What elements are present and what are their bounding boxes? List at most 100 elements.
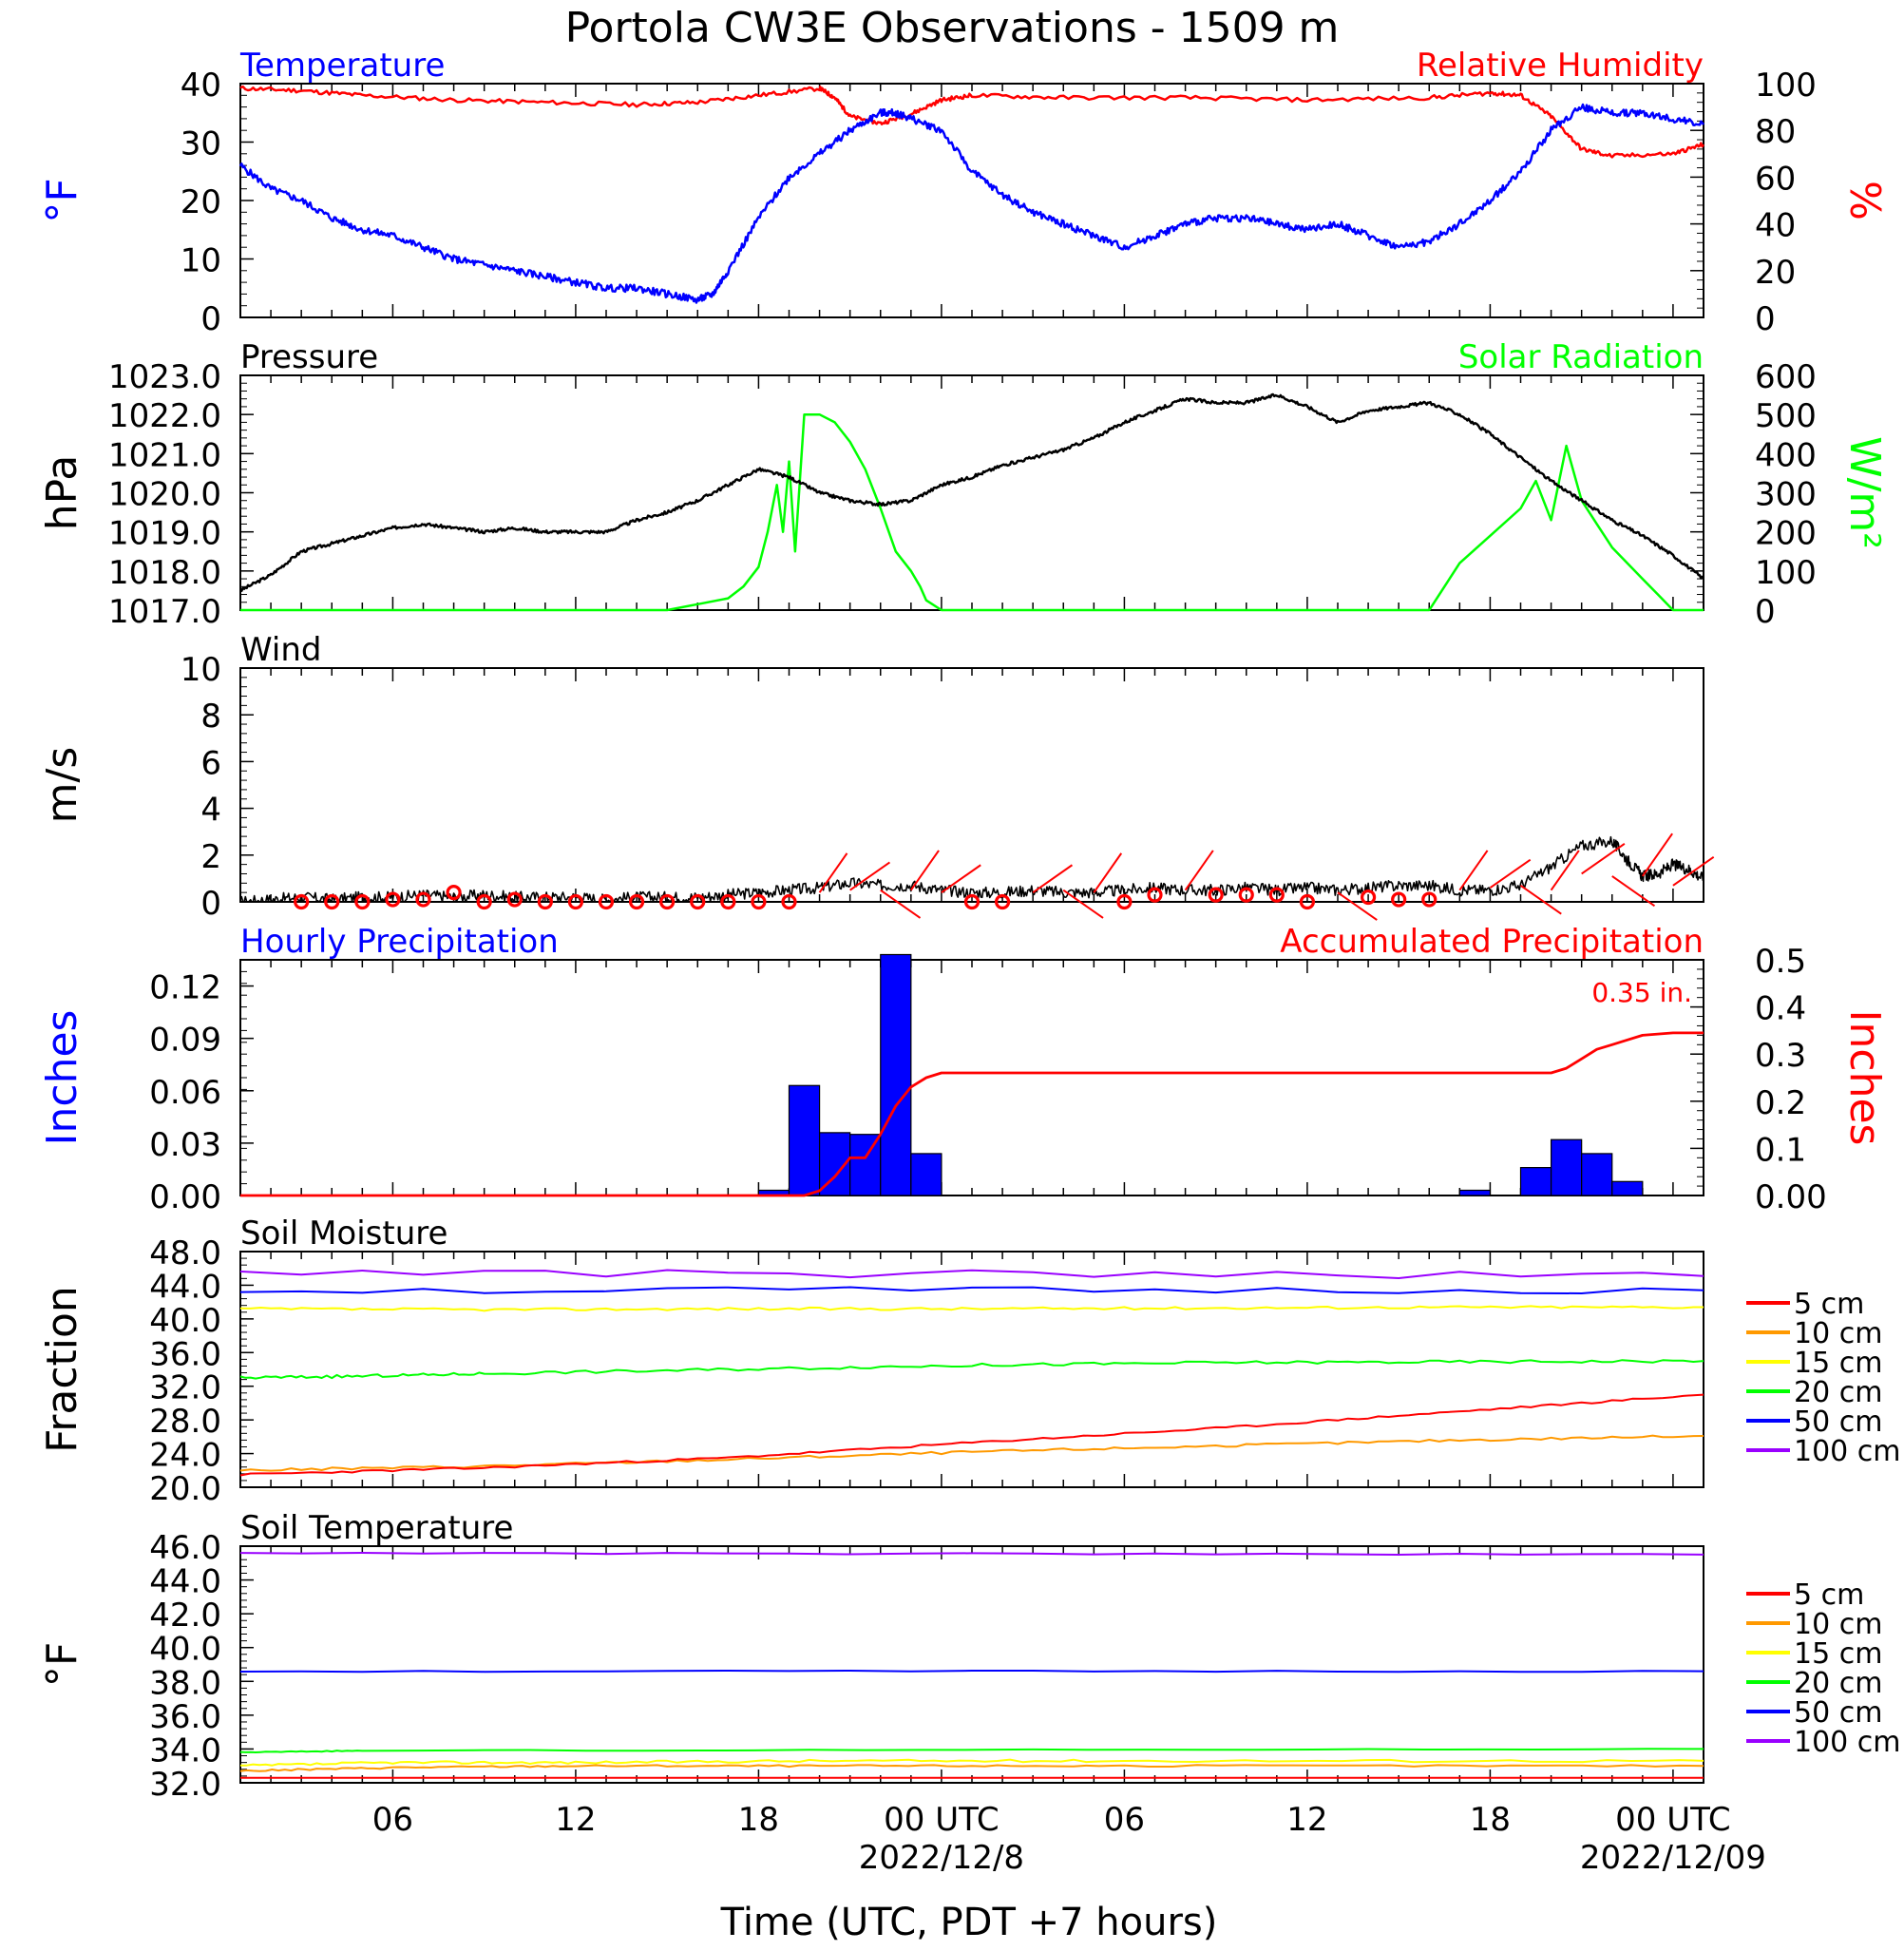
wind-calm-marker [751, 893, 767, 910]
left-y-tick-label: 1021.0 [108, 436, 221, 474]
wind-barb [1093, 852, 1123, 893]
legend-label: 100 cm [1794, 1726, 1901, 1759]
total-precip-label: 0.35 in. [1591, 977, 1692, 1008]
left-y-tick-label: 20 [181, 183, 221, 221]
legend-label: 10 cm [1794, 1608, 1882, 1641]
left-y-tick-label: 24.0 [149, 1437, 221, 1475]
x-tick-label: 06 [1104, 1801, 1145, 1839]
left-y-tick-label: 28.0 [149, 1403, 221, 1441]
soil-series-line [239, 1552, 1704, 1556]
left-y-tick-label: 32.0 [149, 1369, 221, 1407]
right-y-tick-label: 0.1 [1755, 1131, 1806, 1169]
x-tick-label: 06 [372, 1801, 413, 1839]
panel-soil_moisture: 20.024.028.032.036.040.044.048.0 Soil Moi… [38, 1215, 1901, 1508]
left-panel-title: Hourly Precipitation [240, 923, 559, 961]
right-y-tick-label: 100 [1755, 67, 1817, 105]
left-axis-unit: Inches [38, 1010, 86, 1146]
wind-calm-marker [324, 893, 340, 910]
right-axis-unit: Inches [1840, 1010, 1889, 1146]
left-y-tick-label: 0.09 [149, 1022, 221, 1060]
wind-barb [1062, 889, 1104, 919]
left-y-tick-label: 36.0 [149, 1698, 221, 1736]
legend-label: 50 cm [1794, 1406, 1882, 1439]
plot-frame [239, 1545, 1704, 1784]
right-y-tick-label: 0.3 [1755, 1037, 1806, 1075]
left-y-tick-label: 40.0 [149, 1631, 221, 1669]
left-y-tick-label: 0.00 [149, 1178, 221, 1216]
left-y-tick-label: 6 [200, 744, 221, 782]
left-y-tick-label: 0 [200, 885, 221, 923]
wind-barb [818, 852, 848, 893]
wind-calm-marker [1391, 891, 1407, 908]
wind-barb [1550, 850, 1580, 891]
left-panel-title: Temperature [239, 47, 445, 85]
wind-calm-marker [1147, 887, 1163, 903]
plot-frame [239, 83, 1704, 318]
x-tick-label: 12 [1286, 1801, 1327, 1839]
left-y-tick-label: 1022.0 [108, 397, 221, 435]
left-y-tick-label: 48.0 [149, 1234, 221, 1272]
panel-pressure_solar: 1017.01018.01019.01020.01021.01022.01023… [38, 338, 1889, 631]
x-tick-label: 00 UTC [1615, 1801, 1730, 1839]
x-axis-label: Time (UTC, PDT +7 hours) [720, 1901, 1218, 1944]
panel-precip: 0.00 0.03 0.06 0.09 0.12 0.00 0.1 0.2 0.3 0.4 0.5 H… [38, 923, 1889, 1216]
wind-calm-marker [294, 893, 310, 910]
panel-soil_temp: 32.034.036.038.040.042.044.046.0 Soil Tem… [38, 1509, 1901, 1804]
left-y-tick-label: 0.12 [149, 969, 221, 1007]
wind-calm-marker [659, 893, 676, 910]
wind-speed-line [239, 835, 1704, 903]
humidity-line [239, 85, 1705, 159]
left-y-tick-label: 38.0 [149, 1664, 221, 1702]
wind-barb [1337, 891, 1378, 921]
left-y-tick-label: 46.0 [149, 1529, 221, 1567]
left-y-tick-label: 1023.0 [108, 358, 221, 396]
soil-series-line [239, 1434, 1704, 1472]
wind-barb [1458, 850, 1489, 891]
wind-barb [1184, 850, 1214, 891]
wind-calm-marker [537, 893, 553, 910]
wind-barb [1642, 832, 1673, 877]
legend-label: 15 cm [1794, 1637, 1882, 1671]
right-y-tick-label: 0.2 [1755, 1084, 1806, 1122]
left-y-tick-label: 8 [200, 698, 221, 736]
soil-series-line [239, 1269, 1704, 1279]
right-y-tick-label: 100 [1755, 554, 1817, 592]
soil-series-line [239, 1305, 1704, 1312]
wind-calm-marker [1421, 891, 1438, 908]
solar-radiation-line [240, 412, 1704, 612]
wind-barb [849, 861, 891, 891]
wind-calm-marker [1360, 889, 1377, 906]
left-panel-title: Soil Moisture [240, 1215, 447, 1253]
left-y-tick-label: 34.0 [149, 1731, 221, 1769]
panel-wind: 0 2 4 6 8 10 Wind m/s [38, 631, 1715, 923]
left-panel-title: Soil Temperature [240, 1509, 513, 1547]
wind-calm-marker [994, 893, 1011, 910]
left-y-tick-label: 44.0 [149, 1268, 221, 1306]
accumulated-precip-line [240, 1031, 1704, 1197]
left-y-tick-label: 32.0 [149, 1766, 221, 1804]
plot-frame [239, 959, 1704, 1196]
wind-barb [941, 864, 981, 893]
legend-label: 20 cm [1794, 1376, 1882, 1409]
right-y-tick-label: 0 [1755, 593, 1776, 631]
plot-frame [239, 667, 1704, 903]
right-panel-title: Relative Humidity [1417, 47, 1704, 85]
left-y-tick-label: 10 [181, 651, 221, 689]
x-tick-date-label: 2022/12/8 [859, 1839, 1024, 1877]
right-y-tick-label: 500 [1755, 397, 1817, 435]
wind-calm-marker [415, 891, 431, 908]
right-y-tick-label: 0.4 [1755, 990, 1806, 1028]
hourly-precip-bar [1550, 1138, 1583, 1196]
wind-barb [1581, 842, 1626, 875]
left-axis-unit: Fraction [38, 1286, 86, 1453]
wind-calm-marker [446, 885, 462, 901]
plot-frame [239, 374, 1704, 611]
left-y-tick-label: 2 [200, 838, 221, 876]
hourly-precip-bar [1458, 1189, 1492, 1196]
wind-calm-marker [963, 893, 981, 910]
wind-barb [1489, 858, 1532, 889]
right-panel-title: Solar Radiation [1458, 338, 1704, 376]
x-tick-label: 12 [555, 1801, 596, 1839]
right-y-tick-label: 0.5 [1755, 943, 1806, 981]
